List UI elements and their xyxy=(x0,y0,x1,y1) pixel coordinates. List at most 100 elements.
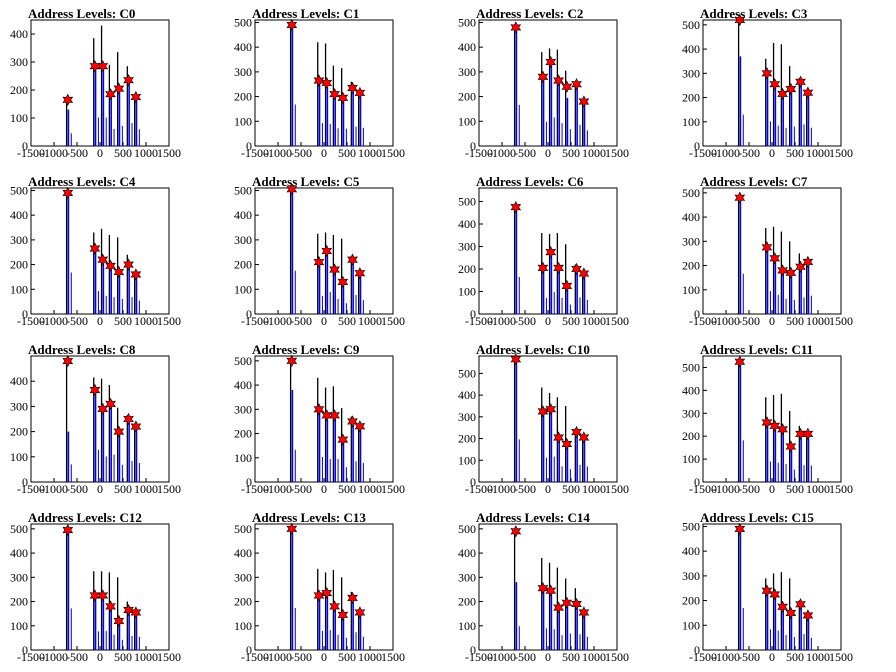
peak-marker xyxy=(347,591,358,605)
chart-title: Address Levels: C4 xyxy=(28,174,136,189)
x-tick-label: 1500 xyxy=(605,650,629,664)
x-tick-label: -1000 xyxy=(712,314,740,328)
x-tick-label: 0 xyxy=(545,146,551,160)
x-tick-label: 1500 xyxy=(381,482,405,496)
x-tick-label: 1000 xyxy=(806,482,830,496)
x-tick-label: -1500 xyxy=(241,650,269,664)
chart-title: Address Levels: C15 xyxy=(700,510,814,525)
peak-marker xyxy=(337,433,349,446)
chart-title: Address Levels: C13 xyxy=(252,510,366,525)
peak-marker xyxy=(97,60,109,73)
x-tick-label: 1000 xyxy=(806,314,830,328)
peak-marker xyxy=(510,21,522,34)
y-tick-label: 400 xyxy=(682,210,700,224)
y-tick-label: 500 xyxy=(10,183,28,197)
x-tick-label: 1000 xyxy=(806,146,830,160)
peak-marker xyxy=(347,81,358,95)
peak-marker xyxy=(734,355,746,368)
peak-marker xyxy=(89,60,101,73)
y-tick-label: 200 xyxy=(458,432,476,446)
y-tick-label: 200 xyxy=(682,259,700,273)
peak-marker xyxy=(354,86,366,100)
x-tick-label: -500 xyxy=(738,146,760,160)
peak-marker xyxy=(286,18,298,32)
chart-panel: Address Levels: C10 0 100 200 300 400 500 -1500… xyxy=(458,342,629,496)
y-tick-label: 100 xyxy=(234,451,252,465)
x-tick-label: 0 xyxy=(545,650,551,664)
y-tick-label: 200 xyxy=(10,595,28,609)
y-tick-label: 100 xyxy=(682,618,700,632)
chart-panel: Address Levels: C20100200300400500-1500-… xyxy=(458,6,629,160)
peak-marker xyxy=(113,82,125,95)
chart-title: Address Levels: C9 xyxy=(252,342,360,357)
peak-marker xyxy=(354,267,366,280)
x-tick-label: 0 xyxy=(769,650,775,664)
y-tick-label: 0 xyxy=(470,643,476,657)
y-tick-label: 500 xyxy=(682,519,700,533)
y-tick-label: 100 xyxy=(458,114,476,128)
peak-marker xyxy=(571,78,582,91)
x-tick-label: 1500 xyxy=(605,146,629,160)
plot-frame xyxy=(254,355,394,483)
chart-panel: Address Levels: C10100200300400500-1500-… xyxy=(234,6,405,160)
x-tick-label: -500 xyxy=(290,482,312,496)
y-tick-label: 300 xyxy=(682,66,700,80)
y-tick-label: 400 xyxy=(10,546,28,560)
peak-marker xyxy=(802,86,814,99)
y-tick-label: 400 xyxy=(458,217,476,231)
x-tick-label: 500 xyxy=(562,650,580,664)
x-tick-label: -500 xyxy=(290,650,312,664)
x-tick-label: -500 xyxy=(738,314,760,328)
x-tick-label: 1000 xyxy=(582,146,606,160)
x-tick-label: 0 xyxy=(321,146,327,160)
y-tick-label: 100 xyxy=(458,619,476,633)
peak-marker xyxy=(123,412,134,426)
y-tick-label: 200 xyxy=(682,594,700,608)
peak-marker xyxy=(795,75,806,88)
x-tick-label: 0 xyxy=(545,482,551,496)
y-tick-label: 300 xyxy=(682,234,700,248)
y-tick-label: 100 xyxy=(234,114,252,128)
peak-marker xyxy=(354,606,366,619)
x-tick-label: 500 xyxy=(786,146,804,160)
y-tick-label: 400 xyxy=(682,42,700,56)
x-tick-label: 0 xyxy=(769,146,775,160)
y-tick-label: 100 xyxy=(10,619,28,633)
peak-marker xyxy=(89,242,101,255)
peak-marker xyxy=(761,67,773,80)
peak-marker xyxy=(89,589,101,602)
peak-marker xyxy=(777,264,788,277)
x-tick-label: -1500 xyxy=(241,314,269,328)
peak-marker xyxy=(286,354,298,368)
peak-marker xyxy=(545,584,557,597)
peak-marker xyxy=(561,80,573,93)
x-tick-label: -1000 xyxy=(712,650,740,664)
x-tick-label: 500 xyxy=(562,482,580,496)
peak-marker xyxy=(123,258,134,271)
y-tick-label: 200 xyxy=(234,595,252,609)
x-tick-label: 0 xyxy=(97,650,103,664)
x-tick-label: -1500 xyxy=(689,146,717,160)
chart-title: Address Levels: C8 xyxy=(28,342,136,357)
x-tick-label: 0 xyxy=(321,650,327,664)
y-tick-label: 100 xyxy=(458,453,476,467)
y-tick-label: 0 xyxy=(22,307,28,321)
y-tick-label: 0 xyxy=(22,643,28,657)
y-tick-label: 100 xyxy=(10,282,28,296)
peak-marker xyxy=(553,74,564,87)
x-tick-label: -1000 xyxy=(488,650,516,664)
peak-marker xyxy=(286,183,298,196)
peak-marker xyxy=(286,522,298,536)
x-tick-label: 1000 xyxy=(134,314,158,328)
chart-title: Address Levels: C10 xyxy=(476,342,590,357)
peak-marker xyxy=(553,601,564,614)
peak-marker xyxy=(561,437,573,451)
x-tick-label: 1500 xyxy=(829,314,853,328)
y-tick-label: 200 xyxy=(234,90,252,104)
peak-marker xyxy=(313,403,325,416)
peak-marker xyxy=(62,354,74,368)
x-tick-label: -500 xyxy=(66,146,88,160)
chart-title: Address Levels: C0 xyxy=(28,6,135,21)
peak-marker xyxy=(761,416,773,429)
peak-marker xyxy=(113,265,125,279)
